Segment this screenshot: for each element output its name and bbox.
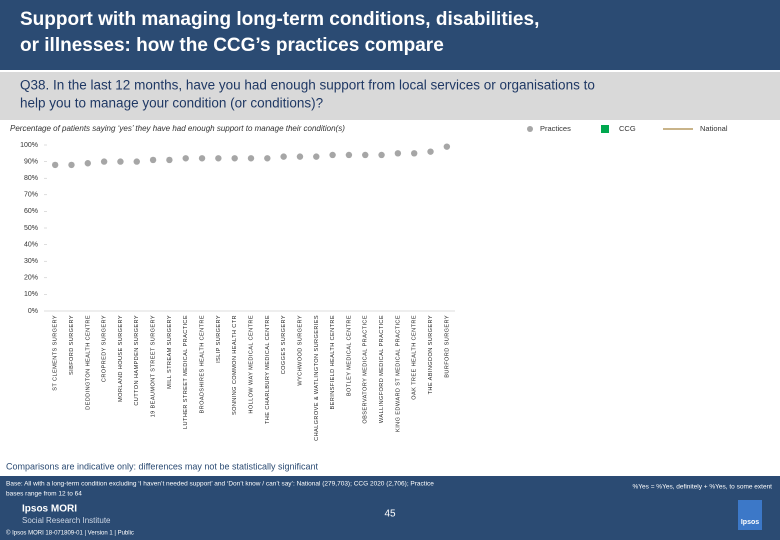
x-tick-label: OAK TREE HEALTH CENTRE (412, 315, 418, 400)
point (133, 158, 140, 165)
copyright: © Ipsos MORI 18-071809-01 | Version 1 | … (6, 530, 134, 537)
question: help you to manage your condition (or co… (20, 96, 323, 111)
x-tick-label: BERINSFIELD HEALTH CENTRE (330, 315, 336, 409)
y-tick-label: 10% (24, 291, 38, 298)
point (198, 155, 206, 162)
x-tick-label: COGGES SURGERY (281, 315, 287, 374)
definition: %Yes = %Yes, definitely + %Yes, to some … (633, 484, 773, 491)
point (231, 155, 238, 162)
logo-box (738, 500, 762, 530)
point (51, 161, 59, 169)
point (411, 150, 418, 157)
x-tick-label: THE ABINGDON SURGERY (428, 315, 434, 394)
point (215, 155, 222, 162)
x-tick-label: MILL STREAM SURGERY (167, 315, 173, 389)
base: Base: All with a long-term condition exc… (6, 481, 434, 488)
logo: Ipsos (741, 519, 759, 526)
y-tick-label: 40% (24, 241, 38, 248)
footer-band (0, 476, 780, 540)
y-tick-label: 70% (24, 192, 38, 199)
y-tick-label: 20% (24, 275, 38, 282)
point (427, 148, 434, 155)
point (378, 151, 385, 159)
x-tick-label: MORLAND HOUSE SURGERY (118, 315, 124, 402)
point (280, 153, 287, 160)
point (68, 161, 75, 169)
x-tick-label: CROPREDY SURGERY (102, 315, 108, 382)
x-tick-label: SONNING COMMON HEALTH CTR (232, 315, 238, 415)
base: bases range from 12 to 64 (6, 491, 82, 498)
point (247, 155, 255, 162)
x-tick-label: DEDDINGTON HEALTH CENTRE (85, 315, 91, 410)
x-tick-label: 19 BEAUMONT STREET SURGERY (151, 315, 157, 417)
point (362, 151, 369, 159)
point (100, 158, 108, 165)
brand: Social Research Institute (22, 516, 111, 525)
x-tick-label: OBSERVATORY MEDICAL PRACTICE (363, 315, 369, 424)
legend-label: National (700, 124, 728, 133)
x-tick-label: BROADSHIRES HEALTH CENTRE (200, 315, 206, 413)
x-tick-label: HOLLOW WAY MEDICAL CENTRE (248, 315, 254, 414)
point (329, 151, 336, 159)
point (84, 160, 92, 167)
point (166, 156, 173, 164)
y-tick-label: 30% (24, 258, 38, 265)
legend-label: Practices (540, 124, 571, 133)
x-tick-label: CHALGROVE & WATLINGTON SURGERIES (314, 315, 320, 441)
x-tick-label: CUTTON HAMPDEN SURGERY (134, 315, 140, 406)
x-tick-label: BURFORD SURGERY (444, 315, 450, 378)
question-band (0, 72, 780, 120)
point (296, 153, 304, 160)
legend-marker (527, 126, 533, 132)
x-tick-label: WALLINGFORD MEDICAL PRACTICE (379, 315, 385, 423)
brand: Ipsos MORI (22, 504, 77, 515)
x-tick-label: ST CLEMENTS SURGERY (53, 315, 59, 391)
header-band (0, 0, 780, 70)
point (117, 158, 124, 165)
title: or illnesses: how the CCG’s practices co… (20, 35, 444, 56)
question: Q38. In the last 12 months, have you had… (20, 78, 595, 93)
x-tick-label: ISLIP SURGERY (216, 315, 222, 363)
x-tick-label: SIBFORD SURGERY (69, 315, 75, 375)
point (443, 143, 451, 150)
legend-label: CCG (619, 124, 636, 133)
point (264, 155, 271, 162)
y-tick-label: 50% (24, 225, 38, 232)
point (313, 153, 320, 160)
y-tick-label: 60% (24, 208, 38, 215)
y-tick-label: 0% (28, 308, 38, 315)
x-tick-label: BOTLEY MEDICAL CENTRE (346, 315, 352, 396)
x-tick-label: WYCHWOOD SURGERY (297, 315, 303, 386)
y-tick-label: 90% (24, 158, 38, 165)
point (182, 155, 189, 162)
point (394, 150, 402, 157)
x-tick-label: THE CHARLBURY MEDICAL CENTRE (265, 315, 271, 424)
y-tick-label: 80% (24, 175, 38, 182)
note: Comparisons are indicative only: differe… (6, 461, 318, 471)
title: Support with managing long-term conditio… (20, 9, 539, 30)
x-tick-label: KING EDWARD ST MEDICAL PRACTICE (395, 315, 401, 432)
point (345, 151, 353, 159)
point (149, 156, 157, 164)
x-tick-label: LUTHER STREET MEDICAL PRACTICE (183, 315, 189, 429)
subtitle: Percentage of patients saying ‘yes’ they… (10, 124, 345, 133)
legend-marker (601, 125, 609, 133)
y-tick-label: 100% (20, 142, 38, 149)
page-number: 45 (384, 509, 396, 520)
